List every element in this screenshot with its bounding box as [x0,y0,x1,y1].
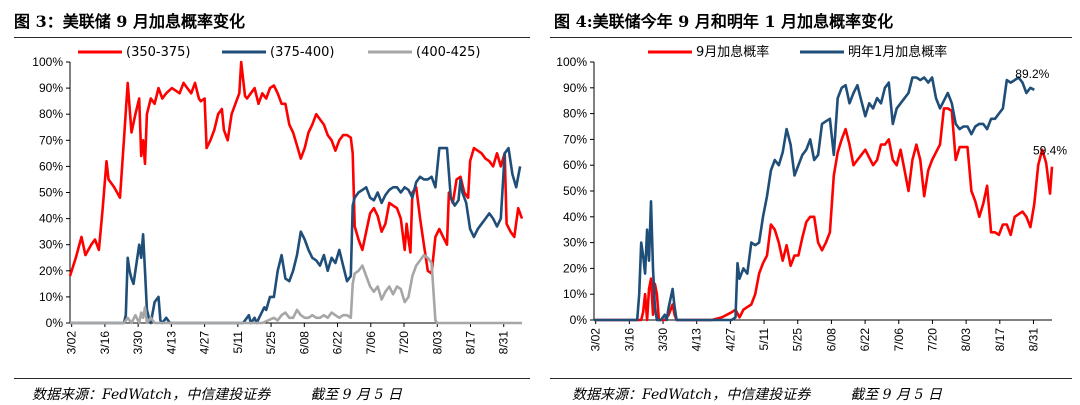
x-tick-label: 3/02 [589,328,603,352]
x-tick-label: 8/03 [430,331,444,355]
x-tick-label: 7/06 [364,331,378,355]
figure-3-source: 数据来源：FedWatch，中信建投证券 截至 9 月 5 日 [32,384,402,404]
x-tick-label: 8/03 [959,328,973,352]
figure-4-bottom-rule [550,378,1072,379]
figure-3-cutoff: 截至 9 月 5 日 [310,387,402,403]
y-tick-label: 100% [556,55,587,69]
x-tick-label: 4/13 [164,331,178,355]
figure-3-chart: 0% 10% 20% 30% 40% 50% 60% 70% 80% 90% 100% 3/02 3/1… [32,45,524,355]
y-tick-label: 50% [563,184,587,198]
y-tick-label: 60% [39,159,63,173]
y-tick-label: 10% [39,290,63,304]
series-line-1 [594,76,1035,322]
legend-label-1: 明年1月加息概率 [848,44,947,60]
y-tick-label: 50% [39,186,63,200]
y-tick-label: 90% [563,81,587,95]
y-tick-label: 20% [39,264,63,278]
y-tick-label: 40% [563,210,587,224]
y-tick-label: 60% [563,158,587,172]
series-line-2 [70,253,522,325]
x-tick-label: 3/02 [65,331,79,355]
y-tick-label: 0% [570,313,588,327]
series-line-0 [594,107,1054,322]
x-tick-label: 8/31 [1026,328,1040,352]
x-tick-label: 8/17 [993,328,1007,352]
y-tick-label: 40% [39,212,63,226]
y-tick-label: 80% [563,107,587,121]
x-tick-label: 7/06 [892,328,906,352]
y-tick-label: 70% [39,133,63,147]
x-tick-label: 6/08 [297,331,311,355]
figure-4-top-rule [550,37,1072,38]
legend-label-0: (350-375) [126,45,190,60]
x-tick-label: 3/30 [131,331,145,355]
annotation-0: 89.2% [1015,67,1049,81]
x-tick-label: 5/11 [231,331,245,354]
x-tick-label: 3/30 [656,328,670,352]
x-tick-label: 4/27 [723,328,737,352]
x-tick-label: 3/16 [622,328,636,352]
x-tick-label: 6/22 [858,328,872,352]
x-tick-label: 7/20 [397,331,411,355]
x-tick-label: 8/17 [463,331,477,355]
x-tick-label: 5/11 [757,328,771,351]
series-line-0 [68,60,524,277]
figure-4-source: 数据来源：FedWatch，中信建投证券 截至 9 月 5 日 [572,384,942,404]
figure-3-top-rule [14,37,530,38]
y-tick-label: 80% [39,107,63,121]
y-tick-label: 0% [46,316,64,330]
figure-3-panel: 图 3：美联储 9 月加息概率变化 0% 10% 20% 30% 40% 50% 60% 70… [14,12,530,404]
x-tick-label: 4/13 [690,328,704,352]
x-tick-label: 4/27 [198,331,212,355]
y-tick-label: 30% [563,236,587,250]
y-tick-label: 20% [563,261,587,275]
figure-4-title: 图 4:美联储今年 9 月和明年 1 月加息概率变化 [554,12,894,31]
y-tick-label: 30% [39,238,63,252]
figure-3-title: 图 3：美联储 9 月加息概率变化 [14,12,245,31]
x-tick-label: 6/08 [824,328,838,352]
annotation-1: 59.4% [1033,144,1067,158]
x-tick-label: 7/20 [925,328,939,352]
y-tick-label: 90% [39,81,63,95]
x-tick-label: 5/25 [791,328,805,352]
x-tick-label: 6/22 [331,331,345,355]
y-tick-label: 100% [32,55,63,69]
figure-3-bottom-rule [14,378,530,379]
legend-label-2: (400-425) [416,45,480,60]
legend-label-1: (375-400) [270,45,334,60]
y-tick-label: 10% [563,287,587,301]
figure-3-source-label: 数据来源：FedWatch，中信建投证券 [32,387,271,403]
figure-4-panel: 图 4:美联储今年 9 月和明年 1 月加息概率变化 0% 10% 20% 30% 40… [540,0,1080,405]
y-tick-label: 70% [563,132,587,146]
x-tick-label: 8/31 [497,331,511,355]
figure-4-chart: 0% 10% 20% 30% 40% 50% 60% 70% 80% 90% 100% 3/02 3/1… [556,44,1067,352]
x-tick-label: 5/25 [264,331,278,355]
figure-4-cutoff: 截至 9 月 5 日 [850,387,942,403]
legend-label-0: 9月加息概率 [696,44,769,60]
series-line-1 [70,146,522,325]
figure-4-source-label: 数据来源：FedWatch，中信建投证券 [572,387,811,403]
x-tick-label: 3/16 [98,331,112,355]
